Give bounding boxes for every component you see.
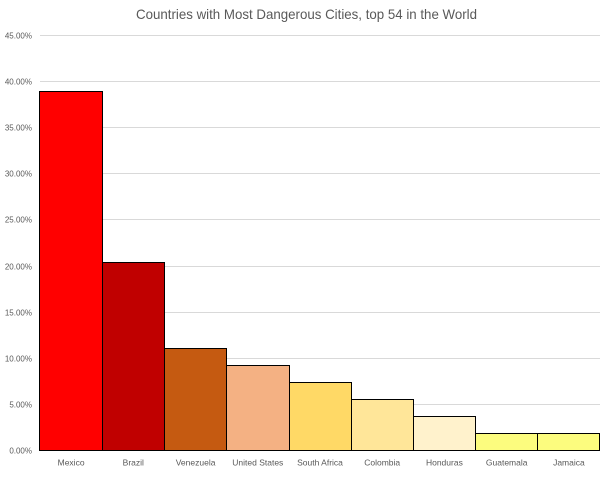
svg-text:30.00%: 30.00% [5, 169, 32, 178]
svg-text:United States: United States [232, 458, 283, 468]
svg-text:Brazil: Brazil [123, 458, 144, 468]
svg-text:40.00%: 40.00% [5, 77, 32, 86]
svg-text:Honduras: Honduras [426, 458, 463, 468]
svg-text:Countries with Most Dangerous: Countries with Most Dangerous Cities, to… [136, 6, 477, 22]
svg-text:South Africa: South Africa [297, 458, 343, 468]
svg-text:0.00%: 0.00% [9, 446, 32, 455]
svg-text:Mexico: Mexico [58, 458, 85, 468]
svg-text:Guatemala: Guatemala [486, 458, 528, 468]
svg-text:20.00%: 20.00% [5, 262, 32, 271]
svg-text:35.00%: 35.00% [5, 123, 32, 132]
svg-text:Jamaica: Jamaica [553, 458, 585, 468]
svg-text:15.00%: 15.00% [5, 308, 32, 317]
svg-text:25.00%: 25.00% [5, 215, 32, 224]
svg-text:Colombia: Colombia [364, 458, 400, 468]
svg-text:5.00%: 5.00% [9, 400, 32, 409]
svg-text:Venezuela: Venezuela [176, 458, 216, 468]
svg-text:45.00%: 45.00% [5, 31, 32, 40]
svg-text:10.00%: 10.00% [5, 354, 32, 363]
